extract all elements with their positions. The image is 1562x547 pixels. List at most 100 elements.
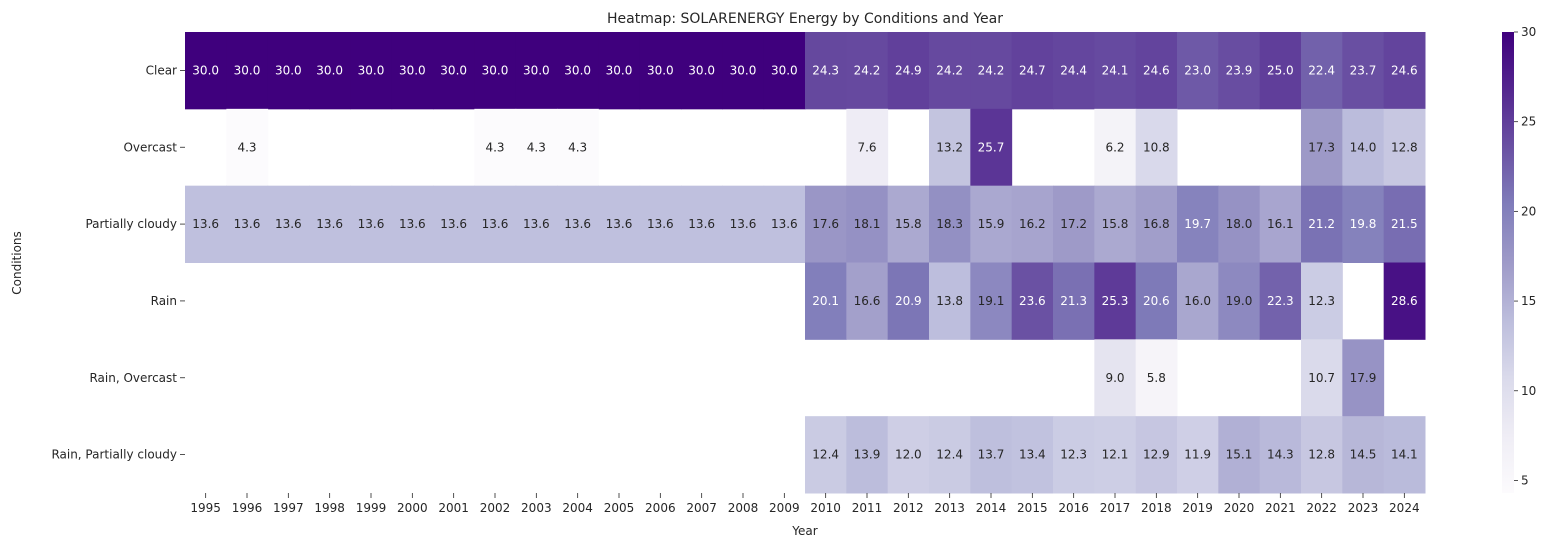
heatmap-cell — [805, 32, 847, 110]
cell-value-label: 13.4 — [1019, 448, 1046, 462]
cell-value-label: 28.6 — [1391, 294, 1418, 308]
cell-value-label: 17.2 — [1060, 217, 1087, 231]
cell-value-label: 19.7 — [1184, 217, 1211, 231]
x-tick-label: 2013 — [934, 501, 965, 515]
cell-value-label: 20.6 — [1143, 294, 1170, 308]
heatmap-cell — [1218, 32, 1261, 110]
heatmap-cell — [474, 108, 517, 187]
cell-value-label: 13.6 — [440, 217, 467, 231]
heatmap-cell — [887, 262, 930, 340]
heatmap-cell — [1177, 32, 1219, 110]
heatmap-cell — [1053, 416, 1095, 494]
heatmap-cell — [391, 32, 434, 110]
cell-value-label: 14.5 — [1350, 448, 1377, 462]
cell-value-label: 5.8 — [1147, 371, 1166, 385]
cell-value-label: 13.6 — [234, 217, 261, 231]
cell-value-label: 25.0 — [1267, 63, 1294, 77]
heatmap-cell — [763, 185, 806, 263]
cell-value-label: 24.9 — [895, 63, 922, 77]
heatmap-cell — [805, 262, 847, 340]
heatmap-cell — [350, 185, 393, 263]
cell-value-label: 30.0 — [730, 63, 757, 77]
cell-value-label: 24.4 — [1060, 63, 1087, 77]
heatmap-cell — [1011, 416, 1054, 494]
heatmap-cell — [391, 185, 434, 263]
heatmap-cell — [350, 32, 393, 110]
cell-value-label: 13.6 — [606, 217, 633, 231]
heatmap-cell — [1342, 339, 1385, 417]
heatmap-cell — [1011, 32, 1054, 110]
heatmap-cell — [805, 185, 847, 263]
heatmap-cell — [1383, 416, 1426, 494]
heatmap-cell — [226, 108, 269, 187]
cell-value-label: 21.2 — [1308, 217, 1335, 231]
x-tick-label: 2021 — [1265, 501, 1296, 515]
heatmap-cell — [267, 185, 310, 263]
heatmap-cell — [1383, 262, 1426, 340]
heatmap-cell — [185, 185, 227, 263]
y-axis-ticks: Clear Overcast Partially cloudy Rain Rain, O… — [51, 63, 185, 462]
heatmap-cell — [846, 108, 889, 187]
x-tick-label: 2023 — [1348, 501, 1379, 515]
cell-value-label: 20.9 — [895, 294, 922, 308]
heatmap-cell — [1342, 185, 1385, 263]
cell-value-label: 13.6 — [399, 217, 426, 231]
y-tick-label: Overcast — [123, 140, 177, 154]
x-tick-label: 1996 — [232, 501, 263, 515]
x-tick-label: 2008 — [728, 501, 759, 515]
cell-value-label: 4.3 — [568, 140, 587, 154]
x-tick-label: 2010 — [810, 501, 841, 515]
heatmap-cell — [681, 185, 723, 263]
cell-value-label: 13.6 — [523, 217, 550, 231]
cell-value-label: 16.8 — [1143, 217, 1170, 231]
cell-value-label: 13.9 — [854, 448, 881, 462]
colorbar-tick-label: 25 — [1521, 115, 1536, 129]
cell-value-label: 30.0 — [234, 63, 261, 77]
cell-value-label: 18.0 — [1226, 217, 1253, 231]
cell-value-label: 30.0 — [316, 63, 343, 77]
cell-value-label: 22.4 — [1308, 63, 1335, 77]
cell-value-label: 14.3 — [1267, 448, 1294, 462]
colorbar — [1502, 32, 1514, 493]
cell-value-label: 4.3 — [527, 140, 546, 154]
heatmap-cell — [1135, 185, 1178, 263]
cell-value-label: 30.0 — [523, 63, 550, 77]
cell-value-label: 16.0 — [1184, 294, 1211, 308]
heatmap-cell — [474, 32, 517, 110]
cell-value-label: 12.4 — [936, 448, 963, 462]
heatmap-cell — [226, 185, 269, 263]
cell-value-label: 13.6 — [771, 217, 798, 231]
cell-value-label: 6.2 — [1105, 140, 1124, 154]
heatmap-cell — [1383, 32, 1426, 110]
x-tick-label: 2017 — [1100, 501, 1131, 515]
cell-value-label: 25.7 — [978, 140, 1005, 154]
cell-value-label: 30.0 — [564, 63, 591, 77]
heatmap-cell — [1259, 185, 1302, 263]
heatmap-cell — [846, 262, 889, 340]
heatmap-cell — [515, 108, 558, 187]
heatmap-cell — [1301, 108, 1343, 187]
x-tick-label: 2020 — [1224, 501, 1255, 515]
colorbar-tick-label: 30 — [1521, 25, 1536, 39]
heatmap-cell — [309, 185, 351, 263]
cell-value-label: 19.8 — [1350, 217, 1377, 231]
colorbar-ticks: 5 10 15 20 25 30 — [1514, 25, 1536, 487]
cell-value-label: 13.6 — [358, 217, 385, 231]
heatmap-cell — [1218, 185, 1261, 263]
cell-value-label: 23.0 — [1184, 63, 1211, 77]
heatmap-cell — [185, 32, 227, 110]
cell-value-label: 16.6 — [854, 294, 881, 308]
cell-value-label: 13.6 — [564, 217, 591, 231]
cell-value-label: 13.2 — [936, 140, 963, 154]
heatmap-cell — [970, 262, 1013, 340]
cell-value-label: 24.6 — [1143, 63, 1170, 77]
cell-value-label: 23.6 — [1019, 294, 1046, 308]
cell-value-label: 13.7 — [978, 448, 1005, 462]
heatmap-cell — [1218, 262, 1261, 340]
cell-value-label: 10.7 — [1308, 371, 1335, 385]
heatmap-cell — [887, 416, 930, 494]
cell-value-label: 18.1 — [854, 217, 881, 231]
x-tick-label: 2014 — [976, 501, 1007, 515]
x-tick-label: 1997 — [273, 501, 304, 515]
heatmap-cell — [1383, 185, 1426, 263]
